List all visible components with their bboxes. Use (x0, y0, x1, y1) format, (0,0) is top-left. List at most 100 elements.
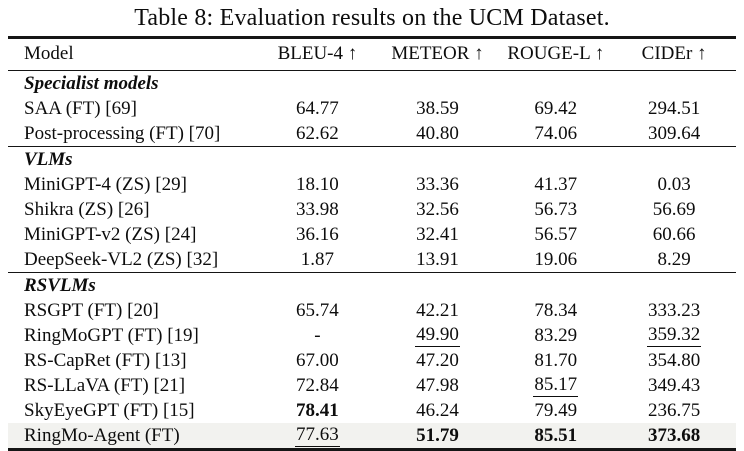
metric-value-text: 33.98 (296, 198, 339, 220)
metric-value-text: 78.41 (296, 399, 339, 421)
model-name: MiniGPT-4 (ZS) [29] (24, 173, 187, 195)
metric-value: 349.43 (612, 373, 736, 398)
metric-value: 373.68 (612, 423, 736, 449)
metric-value: 65.74 (259, 298, 375, 323)
metric-value-text: 46.24 (416, 399, 459, 421)
metric-value-text: 81.70 (534, 349, 578, 371)
metric-value: 32.56 (376, 197, 500, 222)
metric-value-text: 32.41 (416, 223, 459, 245)
model-name: RS-LLaVA (FT) [21] (24, 374, 186, 396)
metric-value-text: 69.42 (534, 97, 578, 119)
col-header-bleu4: BLEU-4 ↑ (277, 43, 358, 65)
metric-value-text: 41.37 (534, 173, 578, 195)
model-name: Post-processing (FT) [70] (24, 122, 221, 144)
metric-value: 309.64 (612, 121, 736, 146)
metric-value: 85.17 (499, 373, 612, 398)
metric-value: 78.34 (499, 298, 612, 323)
metric-value: 56.57 (499, 222, 612, 247)
metric-value: 1.87 (259, 247, 375, 272)
col-header-meteor: METEOR ↑ (391, 43, 484, 65)
table-row: DeepSeek-VL2 (ZS) [32] 1.87 13.91 19.06 8.29 (8, 247, 736, 273)
metric-value: 49.90 (376, 323, 500, 348)
table-row: MiniGPT-v2 (ZS) [24] 36.16 32.41 56.57 60.66 (8, 222, 736, 247)
metric-value-text: 0.03 (657, 173, 691, 195)
model-name: RSGPT (FT) [20] (24, 299, 159, 321)
metric-value-text: - (314, 324, 321, 346)
table-row: RSGPT (FT) [20] 65.74 42.21 78.34 333.23 (8, 298, 736, 323)
metric-value: 64.77 (259, 96, 375, 121)
table-row: RS-LLaVA (FT) [21] 72.84 47.98 85.17 349.43 (8, 373, 736, 398)
metric-value-text: 51.79 (416, 424, 459, 446)
metric-value-text: 36.16 (296, 223, 339, 245)
table-row: SkyEyeGPT (FT) [15] 78.41 46.24 79.49 236.75 (8, 398, 736, 423)
metric-value: 72.84 (259, 373, 375, 398)
metric-value-text: 38.59 (416, 97, 459, 119)
metric-value-text: 354.80 (647, 349, 701, 371)
table-row: Post-processing (FT) [70] 62.62 40.80 74.06… (8, 121, 736, 147)
metric-value-text: 47.98 (416, 374, 459, 396)
metric-value: 67.00 (259, 348, 375, 373)
metric-value: 56.69 (612, 197, 736, 222)
metric-value-text: 72.84 (296, 374, 339, 396)
col-header-rougel: ROUGE-L ↑ (507, 43, 605, 65)
metric-value-text: 56.57 (534, 223, 578, 245)
metric-value-text: 19.06 (534, 248, 578, 270)
model-name: DeepSeek-VL2 (ZS) [32] (24, 248, 219, 270)
section-header-row: VLMs (8, 146, 736, 172)
metric-value: 294.51 (612, 96, 736, 121)
metric-value: 47.98 (376, 373, 500, 398)
metric-value: 33.36 (376, 172, 500, 197)
metric-value-text: 49.90 (415, 324, 460, 348)
metric-value-text: 294.51 (647, 97, 701, 119)
model-name: MiniGPT-v2 (ZS) [24] (24, 223, 197, 245)
metric-value: 333.23 (612, 298, 736, 323)
metric-value-text: 236.75 (647, 399, 701, 421)
metric-value-text: 47.20 (416, 349, 459, 371)
section-label: Specialist models (24, 72, 159, 94)
metric-value-text: 85.51 (534, 424, 578, 446)
metric-value-text: 77.63 (295, 424, 340, 448)
metric-value: 18.10 (259, 172, 375, 197)
col-header-cider: CIDEr ↑ (641, 43, 707, 65)
table-row: SAA (FT) [69] 64.77 38.59 69.42 294.51 (8, 96, 736, 121)
metric-value: 13.91 (376, 247, 500, 272)
table-row: Shikra (ZS) [26] 33.98 32.56 56.73 56.69 (8, 197, 736, 222)
metric-value-text: 373.68 (647, 424, 701, 446)
table-caption: Table 8: Evaluation results on the UCM D… (134, 5, 610, 31)
table-row: RingMo-Agent (FT) 77.63 51.79 85.51 373.68 (8, 423, 736, 450)
metric-value: 33.98 (259, 197, 375, 222)
metric-value-text: 64.77 (296, 97, 339, 119)
metric-value: 78.41 (259, 398, 375, 423)
metric-value-text: 333.23 (647, 299, 701, 321)
metric-value-text: 359.32 (646, 324, 702, 348)
metric-value: 38.59 (376, 96, 500, 121)
model-name: Shikra (ZS) [26] (24, 198, 150, 220)
metric-value: 69.42 (499, 96, 612, 121)
metric-value-text: 83.29 (534, 324, 578, 346)
metric-value: 40.80 (376, 121, 500, 146)
metric-value: 47.20 (376, 348, 500, 373)
metric-value: 359.32 (612, 323, 736, 348)
metric-value: 32.41 (376, 222, 500, 247)
section-header-row: RSVLMs (8, 272, 736, 298)
metric-value: 41.37 (499, 172, 612, 197)
metric-value: 60.66 (612, 222, 736, 247)
metric-value: 0.03 (612, 172, 736, 197)
metric-value-text: 67.00 (296, 349, 339, 371)
metric-value-text: 78.34 (534, 299, 578, 321)
section-label: VLMs (24, 148, 73, 170)
metric-value-text: 18.10 (296, 173, 339, 195)
model-name: RingMo-Agent (FT) (24, 424, 180, 446)
metric-value-text: 40.80 (416, 122, 459, 144)
metric-value: 354.80 (612, 348, 736, 373)
metric-value: 62.62 (259, 121, 375, 146)
metric-value: 74.06 (499, 121, 612, 146)
metric-value-text: 13.91 (416, 248, 459, 270)
metric-value: 8.29 (612, 247, 736, 272)
metric-value: 51.79 (376, 423, 500, 449)
metric-value: 36.16 (259, 222, 375, 247)
metric-value-text: 60.66 (652, 223, 696, 245)
section-label: RSVLMs (24, 274, 96, 296)
metric-value: 19.06 (499, 247, 612, 272)
